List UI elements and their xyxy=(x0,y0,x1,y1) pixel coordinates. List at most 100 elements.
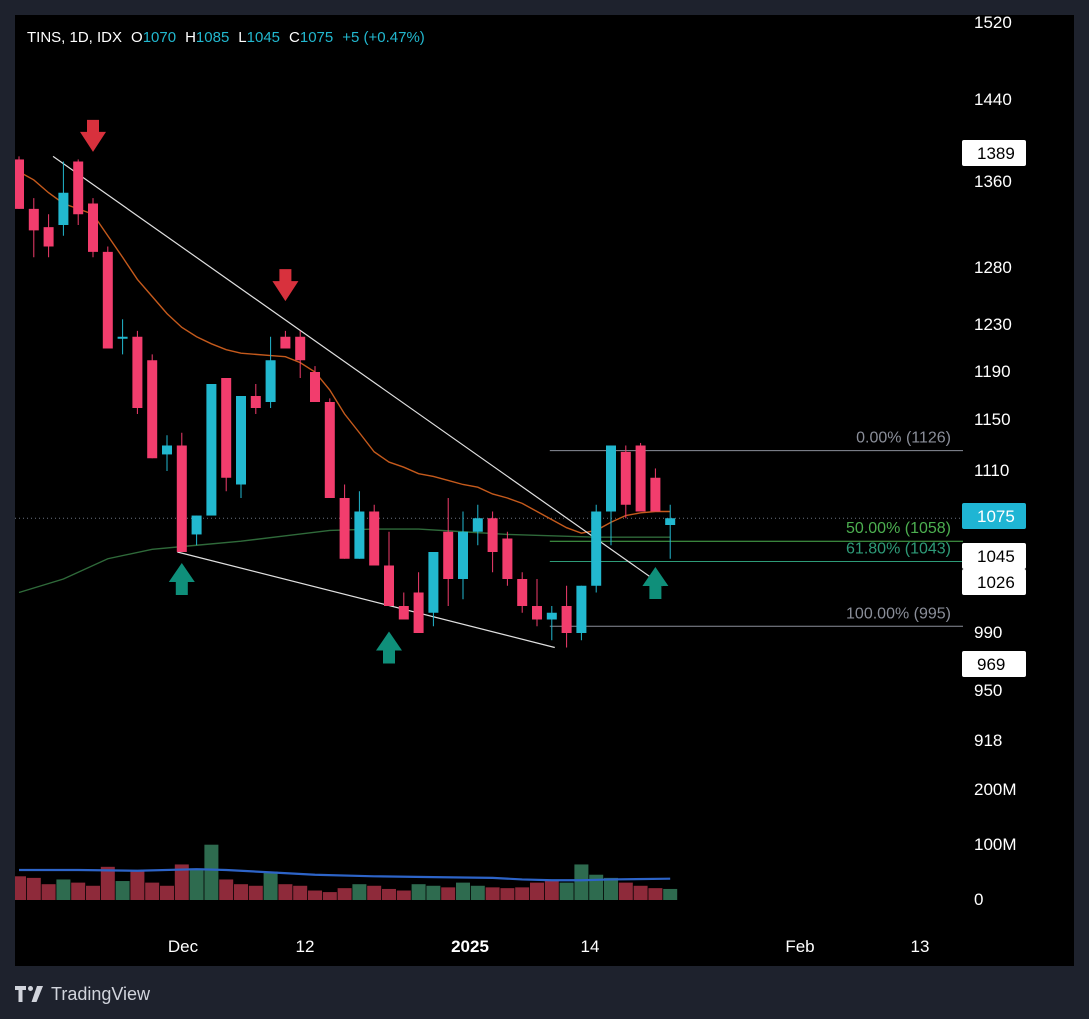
candle-body xyxy=(369,511,380,566)
x-axis-label: 2025 xyxy=(451,937,489,956)
candle-body xyxy=(162,445,172,455)
price-tag xyxy=(962,543,1026,569)
volume-bar xyxy=(530,882,544,900)
legend-open-value: 1070 xyxy=(142,29,177,46)
volume-bar xyxy=(618,882,633,900)
volume-bar xyxy=(204,844,219,900)
candle-body xyxy=(472,518,483,532)
volume-bar xyxy=(411,884,426,900)
price-tick-label: 1110 xyxy=(974,461,1009,480)
price-tag xyxy=(962,651,1026,677)
ma-long-line xyxy=(18,528,671,594)
volume-bar xyxy=(15,876,26,900)
volume-bar xyxy=(130,869,145,900)
price-tag xyxy=(962,140,1026,166)
candle-body xyxy=(502,538,513,579)
candle-body xyxy=(265,360,276,402)
x-axis-label: 14 xyxy=(581,937,600,956)
candle-body xyxy=(58,192,69,225)
candle-body xyxy=(354,511,365,559)
trendline-lower-support xyxy=(177,551,555,649)
candle-body xyxy=(428,552,439,613)
legend-low-label: L xyxy=(238,29,247,46)
candle-body xyxy=(102,251,113,349)
candle-body xyxy=(443,531,454,579)
candle-body xyxy=(458,531,468,579)
legend-close-value: 1075 xyxy=(299,29,334,46)
price-tick-label: 950 xyxy=(974,681,1002,700)
volume-bar xyxy=(86,885,100,900)
tradingview-logo[interactable]: TradingView xyxy=(15,982,150,1006)
candle-body xyxy=(384,565,394,606)
x-axis-label: 13 xyxy=(911,937,930,956)
candle-body xyxy=(339,498,350,559)
candle-body xyxy=(487,518,498,552)
volume-bar xyxy=(648,888,663,900)
volume-bar xyxy=(633,885,648,900)
candle-body xyxy=(295,336,306,361)
volume-bar xyxy=(308,890,322,900)
candle-body xyxy=(606,445,616,512)
candle-body xyxy=(561,606,572,633)
chart-panel[interactable]: 1520 1440 1360 1280 1230 1190 1150 1110 990 950 91… xyxy=(15,15,1074,966)
volume-bar xyxy=(441,887,456,900)
volume-bar xyxy=(71,882,86,900)
buy-arrow-icon xyxy=(642,567,669,600)
price-tick-label: 918 xyxy=(974,731,1002,750)
candle-body xyxy=(206,384,217,516)
candle-body xyxy=(236,396,246,485)
price-tag xyxy=(962,569,1026,595)
volume-tick-label: 100M xyxy=(974,835,1017,854)
volume-bar xyxy=(100,866,115,900)
candle-body xyxy=(517,579,528,606)
volume-bar xyxy=(589,874,604,900)
legend-open-label: O xyxy=(131,29,143,46)
price-tick-label: 1440 xyxy=(974,90,1012,109)
candle-body xyxy=(635,445,646,512)
x-axis-label: 12 xyxy=(296,937,315,956)
volume-bar xyxy=(559,882,574,900)
volume-bar xyxy=(263,871,278,900)
chart-canvas[interactable]: 1520 1440 1360 1280 1230 1190 1150 1110 990 950 91… xyxy=(15,15,1074,966)
candle-body xyxy=(398,606,409,620)
volume-ma-line xyxy=(19,868,671,882)
price-tick-label: 1230 xyxy=(974,315,1012,334)
legend-low-value: 1045 xyxy=(246,29,281,46)
volume-bar xyxy=(115,881,130,900)
volume-bar xyxy=(174,864,189,900)
volume-bar xyxy=(382,888,396,900)
candle-body xyxy=(15,159,24,209)
price-tag-label: 1075 xyxy=(977,507,1015,526)
volume-bar xyxy=(396,890,411,900)
volume-bar xyxy=(248,885,263,900)
price-tag-label: 969 xyxy=(977,655,1005,674)
candle-body xyxy=(324,402,335,498)
fib-level-label: 100.00% (995) xyxy=(846,605,951,622)
legend-symbol: TINS, 1D, IDX xyxy=(27,29,123,46)
volume-tick-label: 200M xyxy=(974,780,1017,799)
volume-bar xyxy=(515,887,530,900)
volume-bar xyxy=(485,887,500,900)
volume-bar xyxy=(41,884,56,900)
volume-bar xyxy=(26,877,41,900)
volume-bar xyxy=(352,884,367,900)
candle-body xyxy=(250,396,261,408)
candle-body xyxy=(221,378,232,478)
volume-bar xyxy=(367,885,382,900)
candle-body xyxy=(132,336,143,408)
buy-arrow-icon xyxy=(376,631,402,664)
price-tick-label: 1520 xyxy=(974,15,1012,32)
candle-body xyxy=(176,445,187,552)
candle-body xyxy=(280,336,291,349)
price-tag-label: 1389 xyxy=(977,144,1015,163)
volume-bar xyxy=(663,888,678,900)
fib-level-label: 50.00% (1058) xyxy=(846,520,951,537)
price-tick-label: 1360 xyxy=(974,172,1012,191)
price-tick-label: 1150 xyxy=(974,410,1011,429)
price-tick-label: 1280 xyxy=(974,258,1012,277)
fib-level-label: 0.00% (1126) xyxy=(856,430,951,447)
price-tag-label: 1026 xyxy=(977,573,1015,592)
candle-body xyxy=(117,336,128,339)
current-price-tag xyxy=(962,503,1026,529)
volume-bar xyxy=(234,884,248,900)
